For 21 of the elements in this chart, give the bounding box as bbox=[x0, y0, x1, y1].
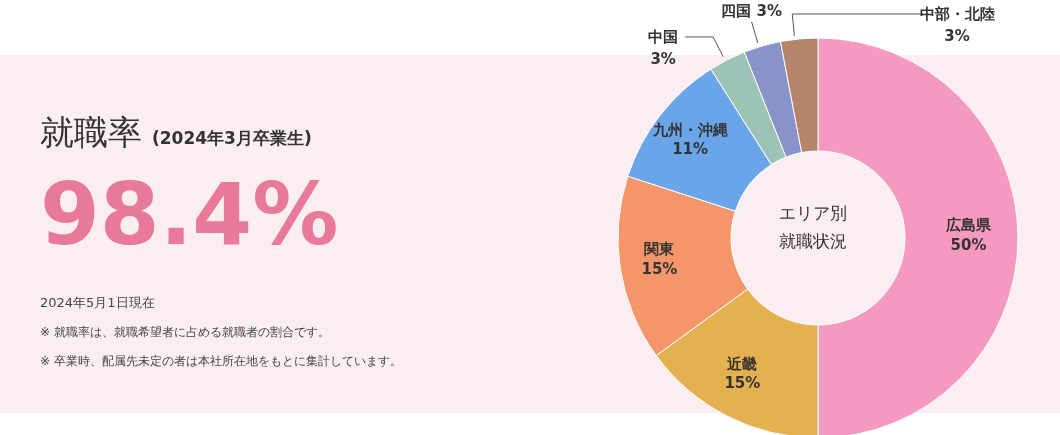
text: (2024年3月卒業生) bbox=[152, 127, 312, 150]
slice-label: 中国 bbox=[648, 28, 679, 47]
data-label: 50% bbox=[950, 235, 987, 254]
text: ※ 就職率は、就職希望者に占める就職者の割合です。 bbox=[40, 324, 331, 341]
data-label: 15% bbox=[724, 374, 761, 393]
data-label: 3% bbox=[650, 49, 676, 68]
text: 2024年5月1日現在 bbox=[40, 294, 156, 312]
text: ※ 卒業時、配属先未定の者は本社所在地をもとに集計しています。 bbox=[40, 353, 403, 370]
data-label: 15% bbox=[641, 259, 678, 278]
data-label: 3% bbox=[944, 26, 970, 45]
data-label: 3% bbox=[756, 1, 782, 20]
slice-label: 関東 bbox=[644, 240, 676, 259]
text: エリア別就職状況 bbox=[779, 203, 847, 251]
text: 就職率 bbox=[40, 111, 142, 154]
data-label: 11% bbox=[672, 140, 709, 159]
slice-label: 広島県 bbox=[945, 216, 992, 234]
slice-label: 中部・北陸 bbox=[919, 5, 995, 24]
text: 98.4% bbox=[40, 164, 340, 264]
slice-label: 九州・沖縄 bbox=[651, 120, 728, 139]
slice-label: 四国 bbox=[721, 1, 752, 20]
slice-label: 近畿 bbox=[726, 354, 758, 373]
